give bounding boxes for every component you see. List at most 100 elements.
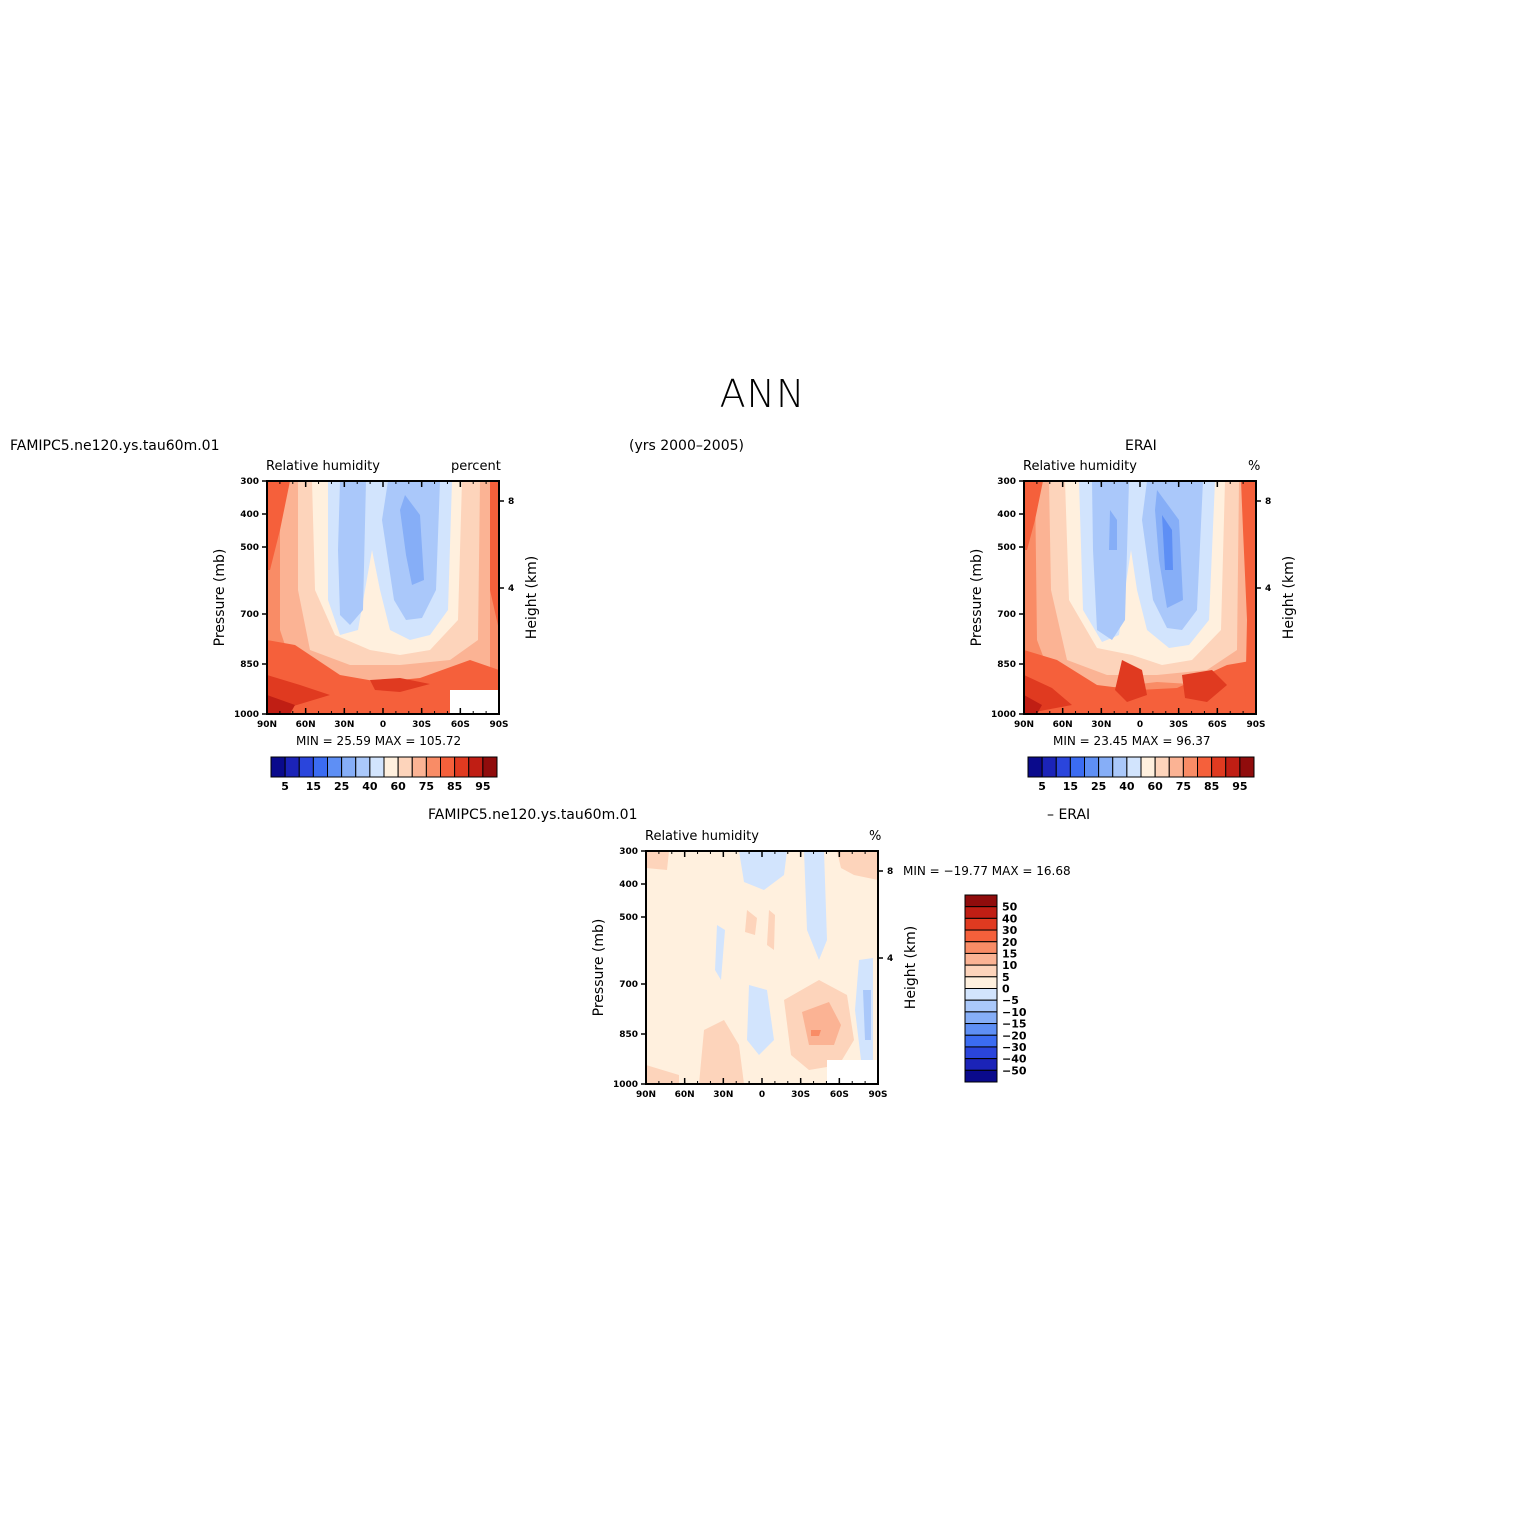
x-tick-label: 30S (412, 720, 431, 730)
colorbar-label: 10 (1002, 959, 1018, 972)
y-tick-label: 850 (619, 1030, 638, 1040)
colorbar-swatch (1154, 756, 1170, 778)
diff-missing-block (827, 1060, 878, 1084)
x-tick-label: 90N (1014, 720, 1034, 730)
x-tick-label: 60S (830, 1090, 849, 1100)
colorbar-swatch (964, 1023, 998, 1036)
colorbar-label: 85 (1204, 780, 1219, 793)
y-tick-label: 1000 (613, 1080, 638, 1090)
panel-model-title: Relative humidity (266, 459, 380, 474)
colorbar-label: 25 (1091, 780, 1106, 793)
colorbar-swatch (1197, 756, 1213, 778)
colorbar-label: 75 (419, 780, 434, 793)
x-tick-label: 60N (296, 720, 316, 730)
panel-obs-stats: MIN = 23.45 MAX = 96.37 (1053, 734, 1211, 748)
colorbar-label: −40 (1002, 1053, 1027, 1066)
colorbar-swatch (468, 756, 484, 778)
colorbar-swatch (341, 756, 357, 778)
obs-contour-20a (1109, 510, 1117, 550)
y-right-tick-label: 8 (508, 497, 514, 507)
x-tick-label: 60S (1208, 720, 1227, 730)
obs-surface-right (1182, 670, 1227, 702)
colorbar-swatch (1027, 756, 1043, 778)
bottom-case-label: FAMIPC5.ne120.ys.tau60m.01 (428, 807, 638, 823)
x-tick-label: 0 (759, 1090, 765, 1100)
colorbar-label: 30 (1002, 924, 1018, 937)
panel-obs-plot: 90N 60N 30N 0 30S 60S 90S 300 400 500 700 850 1000 8 4… (969, 477, 1297, 730)
x-tick-label: 30N (713, 1090, 733, 1100)
obs-edge-right (1241, 481, 1256, 714)
panel-obs-units: % (1248, 459, 1261, 474)
x-tick-label: 30S (791, 1090, 810, 1100)
panel-diff-stats: MIN = −19.77 MAX = 16.68 (903, 864, 1071, 878)
colorbar-label: −5 (1002, 994, 1019, 1007)
y-tick-label: 500 (619, 913, 638, 923)
colorbar-swatch (964, 1046, 998, 1060)
model-contour-20 (400, 495, 424, 585)
colorbar-swatch (964, 1034, 998, 1048)
colorbar-swatch (1098, 756, 1114, 778)
colorbar-swatch (397, 756, 413, 778)
x-tick-label: 90N (636, 1090, 656, 1100)
diff-cool-top (739, 851, 787, 890)
colorbar-swatch (1225, 756, 1241, 778)
colorbar-swatch (964, 999, 998, 1013)
diff-warm-surface (699, 1020, 744, 1084)
colorbar-swatch (369, 756, 385, 778)
colorbar-swatch (440, 756, 456, 778)
x-tick-label: 90S (1246, 720, 1265, 730)
colorbar-swatch (425, 756, 441, 778)
diff-cool-low (747, 985, 774, 1055)
colorbar-label: 5 (1002, 971, 1010, 984)
y-tick-label: 400 (997, 510, 1016, 520)
diff-warm-b (767, 910, 775, 950)
colorbar-swatch (964, 894, 998, 908)
x-tick-label: 60N (1053, 720, 1073, 730)
y-tick-label: 500 (240, 543, 259, 553)
colorbar-swatch (964, 941, 998, 954)
panel-diff-plot: 90N 60N 30N 0 30S 60S 90S 300 400 500 700 850 1000 8 4… (591, 847, 919, 1100)
y-right-tick-label: 4 (508, 584, 514, 594)
colorbar-swatch (964, 917, 998, 931)
colorbar-label: 50 (1002, 901, 1018, 914)
panel-obs-colorbar: 5 15 25 40 60 75 85 95 (1027, 756, 1255, 793)
colorbar-label: 40 (362, 780, 378, 793)
y-tick-label: 850 (240, 660, 259, 670)
colorbar-label: 15 (1002, 947, 1017, 960)
y-axis-title: Pressure (mb) (969, 549, 985, 647)
diff-cool-tropics (804, 851, 827, 960)
colorbar-label: 85 (447, 780, 462, 793)
y-axis-title: Pressure (mb) (591, 919, 607, 1017)
model-edge-left (267, 481, 290, 570)
panel-diff-units: % (869, 829, 882, 844)
y-tick-label: 300 (240, 477, 259, 487)
colorbar-label: 15 (306, 780, 321, 793)
y-tick-label: 500 (997, 543, 1016, 553)
obs-edge-left (1024, 481, 1043, 550)
panel-diff-title: Relative humidity (645, 829, 759, 844)
colorbar-swatch (327, 756, 343, 778)
panel-model-units: percent (451, 459, 501, 474)
x-tick-label: 30N (1091, 720, 1111, 730)
colorbar-swatch (964, 1058, 998, 1071)
diff-warm-topright (837, 851, 878, 880)
top-left-case-label: FAMIPC5.ne120.ys.tau60m.01 (10, 438, 220, 454)
years-label: (yrs 2000–2005) (629, 438, 744, 454)
y-right-axis-title: Height (km) (524, 556, 540, 639)
colorbar-swatch (964, 952, 998, 966)
colorbar-swatch (1041, 756, 1057, 778)
colorbar-label: 0 (1002, 983, 1010, 996)
colorbar-swatch (454, 756, 470, 778)
x-tick-label: 30N (334, 720, 354, 730)
y-tick-label: 850 (997, 660, 1016, 670)
y-tick-label: 400 (240, 510, 259, 520)
x-tick-label: 90S (489, 720, 508, 730)
colorbar-swatch (482, 756, 498, 778)
colorbar-swatch (270, 756, 286, 778)
colorbar-label: −20 (1002, 1029, 1027, 1042)
panel-model-stats: MIN = 25.59 MAX = 105.72 (296, 734, 462, 748)
diff-cool-strip (715, 925, 725, 980)
colorbar-swatch (1055, 756, 1071, 778)
colorbar-swatch (1084, 756, 1100, 778)
